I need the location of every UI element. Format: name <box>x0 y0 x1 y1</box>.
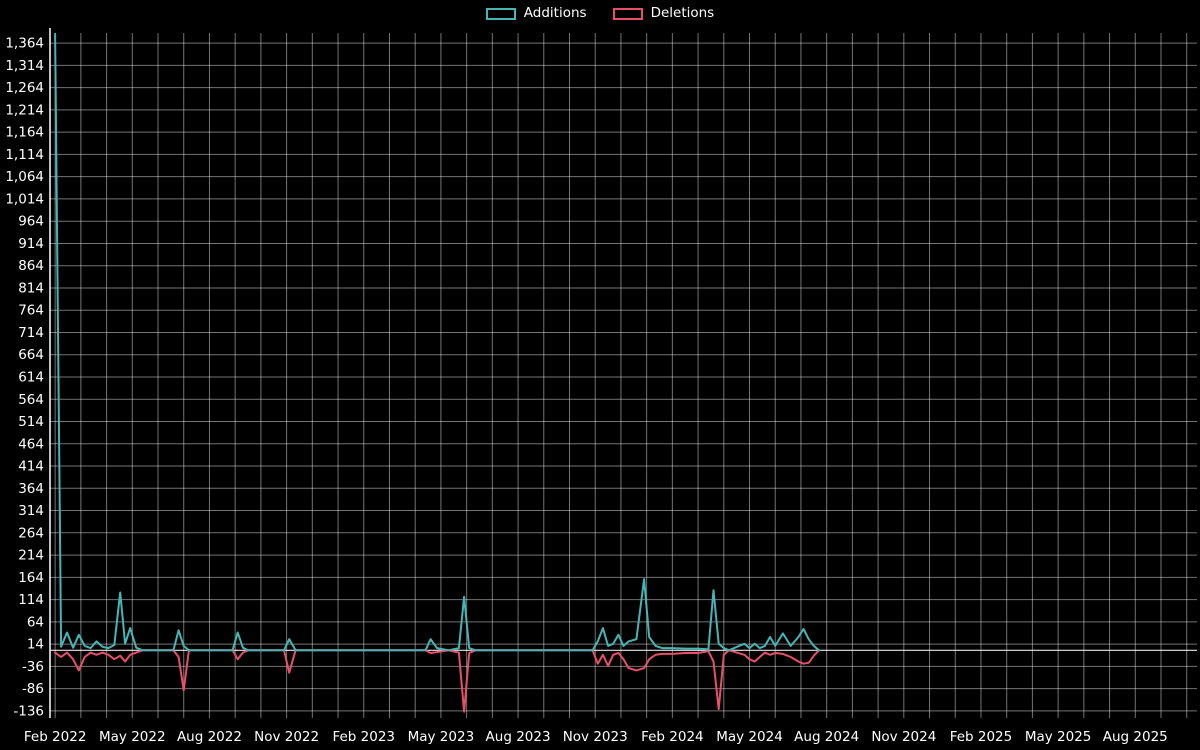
x-tick-label: May 2022 <box>99 729 166 745</box>
y-tick-label: 414 <box>18 459 44 475</box>
legend-label-deletions: Deletions <box>650 5 715 21</box>
x-tick-label: Aug 2022 <box>177 729 242 745</box>
y-tick-label: -136 <box>13 703 44 719</box>
legend-item-additions[interactable]: Additions <box>485 5 587 21</box>
y-tick-label: 264 <box>18 525 44 541</box>
y-tick-label: -86 <box>22 681 44 697</box>
x-tick-label: May 2024 <box>716 729 783 745</box>
y-tick-label: 1,014 <box>5 191 44 207</box>
x-tick-label: May 2025 <box>1025 729 1092 745</box>
y-tick-label: 14 <box>27 637 44 653</box>
y-tick-label: 964 <box>18 214 44 230</box>
x-tick-label: Nov 2022 <box>254 729 319 745</box>
y-tick-label: 614 <box>18 370 44 386</box>
additions-line <box>54 32 820 652</box>
x-tick-label: Feb 2024 <box>641 729 704 745</box>
y-tick-label: 114 <box>18 592 44 608</box>
y-tick-label: 214 <box>18 548 44 564</box>
y-tick-label: 1,364 <box>5 36 44 52</box>
y-tick-label: 1,164 <box>5 125 44 141</box>
y-tick-label: 164 <box>18 570 44 586</box>
x-tick-label: Feb 2023 <box>332 729 395 745</box>
y-tick-label: 1,064 <box>5 169 44 185</box>
y-tick-label: 1,214 <box>5 102 44 118</box>
y-tick-label: 564 <box>18 392 44 408</box>
y-tick-label: 764 <box>18 303 44 319</box>
x-tick-label: Aug 2025 <box>1103 729 1168 745</box>
x-tick-label: Aug 2023 <box>486 729 551 745</box>
y-tick-label: 1,114 <box>5 147 44 163</box>
x-tick-label: Aug 2024 <box>794 729 859 745</box>
legend-label-additions: Additions <box>523 5 587 21</box>
legend-item-deletions[interactable]: Deletions <box>612 5 715 21</box>
y-tick-label: 1,314 <box>5 58 44 74</box>
y-tick-label: 364 <box>18 481 44 497</box>
additions-swatch-icon <box>485 7 516 20</box>
y-tick-label: -36 <box>22 659 44 675</box>
y-tick-label: 464 <box>18 436 44 452</box>
y-tick-label: 814 <box>18 280 44 296</box>
deletions-swatch-icon <box>612 7 643 20</box>
x-tick-label: Feb 2025 <box>950 729 1013 745</box>
x-tick-label: Nov 2023 <box>563 729 628 745</box>
chart-legend: Additions Deletions <box>0 5 1200 21</box>
y-tick-label: 1,264 <box>5 80 44 96</box>
x-tick-label: Feb 2022 <box>24 729 87 745</box>
y-tick-label: 864 <box>18 258 44 274</box>
y-tick-label: 664 <box>18 347 44 363</box>
x-tick-label: Nov 2024 <box>871 729 936 745</box>
y-tick-label: 514 <box>18 414 44 430</box>
deletions-line <box>54 649 820 713</box>
x-tick-label: May 2023 <box>408 729 475 745</box>
y-tick-label: 64 <box>27 614 44 630</box>
y-tick-label: 314 <box>18 503 44 519</box>
y-tick-label: 714 <box>18 325 44 341</box>
y-tick-label: 914 <box>18 236 44 252</box>
